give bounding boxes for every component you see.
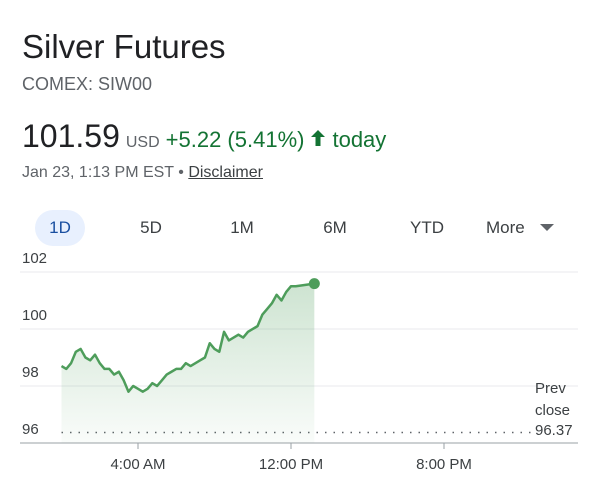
x-tick-label: 4:00 AM <box>110 456 165 473</box>
tab[interactable]: YTD <box>410 218 444 237</box>
more-menu[interactable]: More <box>486 210 566 246</box>
tab[interactable]: More <box>486 218 525 237</box>
timestamp: Jan 23, 1:13 PM EST <box>22 164 174 181</box>
x-tick-label: 12:00 PM <box>259 456 323 473</box>
y-tick-label: 98 <box>22 364 39 381</box>
change: +5.22 (5.41%) <box>165 127 305 152</box>
separator: • <box>178 164 184 181</box>
tab[interactable]: 1D <box>35 210 85 246</box>
y-tick-label: 96 <box>22 421 39 438</box>
y-tick-label: 102 <box>22 250 47 267</box>
disclaimer-link[interactable]: Disclaimer <box>188 164 263 181</box>
tab[interactable]: 1M <box>230 218 254 237</box>
up-arrow <box>311 130 326 146</box>
dropdown-arrow <box>540 224 554 231</box>
symbol: COMEX: SIW00 <box>22 74 153 94</box>
last-point <box>308 278 320 290</box>
prev-close-label: Prev close <box>535 380 571 419</box>
timestamp-row: Jan 23, 1:13 PM EST • Disclaimer <box>22 164 263 182</box>
x-tick-label: 8:00 PM <box>416 456 472 473</box>
y-tick-label: 100 <box>22 307 47 324</box>
tab[interactable]: 5D <box>140 218 162 237</box>
period: today <box>332 127 387 152</box>
price-row: 101.59 USD +5.22 (5.41%) today <box>22 118 386 155</box>
prev-close-value: 96.37 <box>535 422 573 439</box>
tab[interactable]: 6M <box>323 218 347 237</box>
price: 101.59 <box>22 118 120 154</box>
currency: USD <box>125 134 160 151</box>
price-area <box>61 283 315 443</box>
price-line <box>60 282 315 393</box>
title: Silver Futures <box>22 28 226 65</box>
